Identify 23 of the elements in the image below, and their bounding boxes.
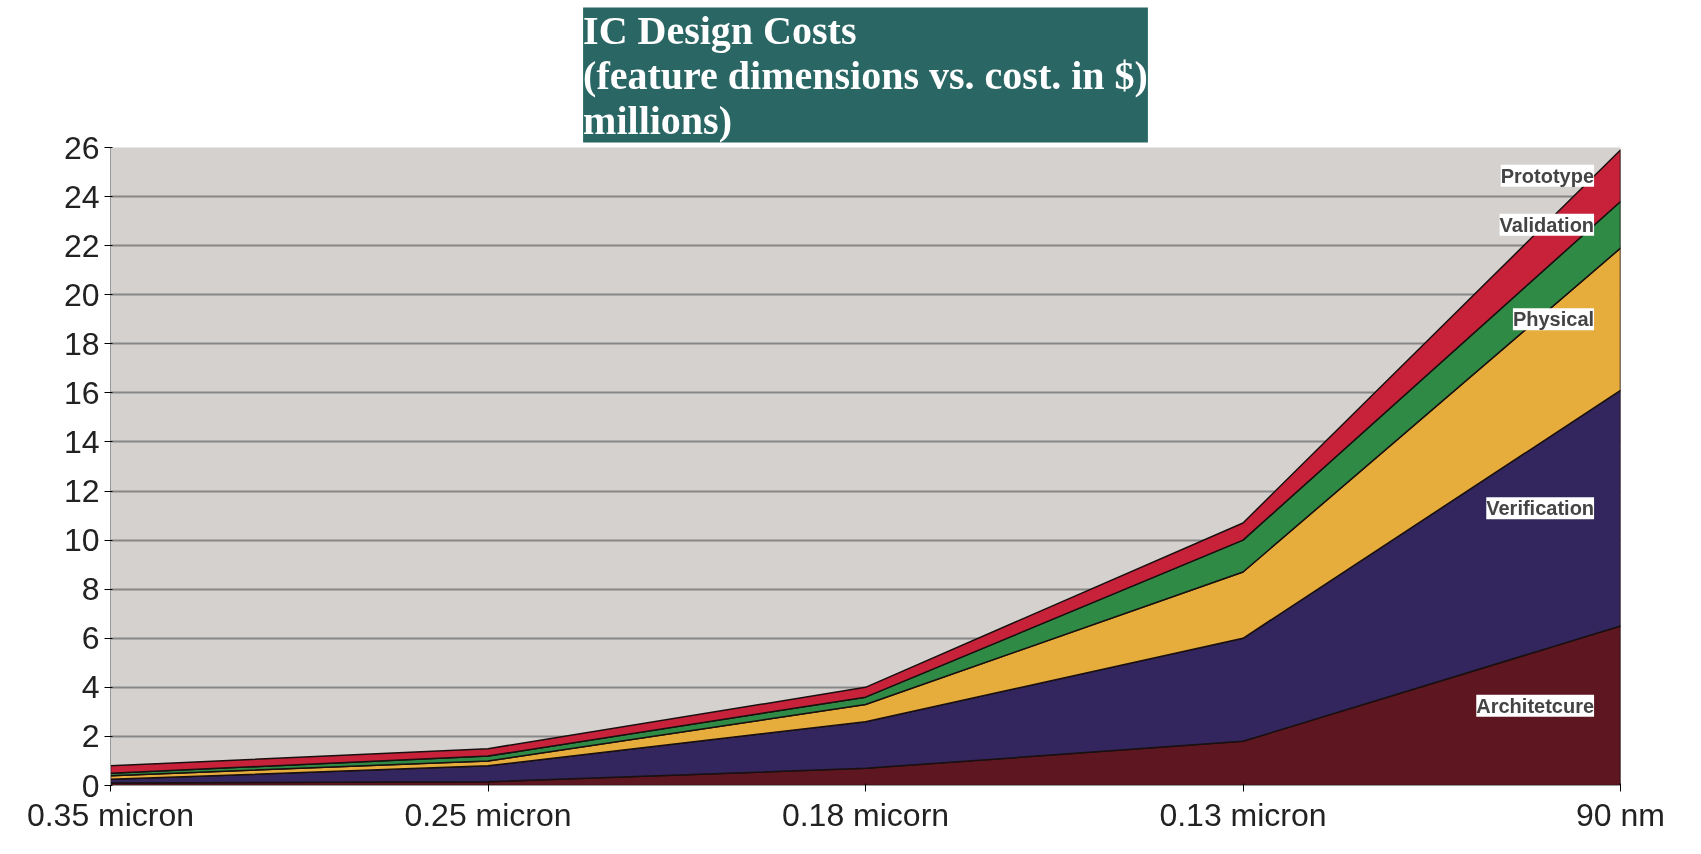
series-label: Prototype [1500,164,1595,187]
x-tick-label: 0.18 micorn [781,796,950,833]
y-tick-label: 16 [63,374,100,411]
x-tick-label: 0.13 micron [1159,796,1327,833]
x-tick-label: 90 nm [1576,796,1665,833]
y-tick-label: 14 [63,423,100,460]
y-tick-label: 8 [81,571,100,608]
y-tick-label: 18 [63,325,100,362]
series-label: Verification [1486,497,1595,520]
series-label: Physical [1512,308,1595,331]
series-label: Validation [1499,213,1595,236]
y-tick-label: 24 [63,178,100,215]
y-tick-label: 10 [63,522,100,559]
y-tick-label: 4 [81,669,100,706]
y-tick-label: 26 [63,129,100,166]
x-tick-label: 0.25 micron [404,796,572,833]
series-label: Architetcure [1476,694,1595,717]
y-tick-label: 22 [63,227,100,264]
y-tick-label: 20 [63,276,100,313]
y-tick-label: 6 [81,620,100,657]
y-tick-label: 2 [81,718,100,755]
chart-title: IC Design Costs (feature dimensions vs. cost. in $) millions) [583,7,1148,143]
y-tick-label: 12 [63,473,100,510]
